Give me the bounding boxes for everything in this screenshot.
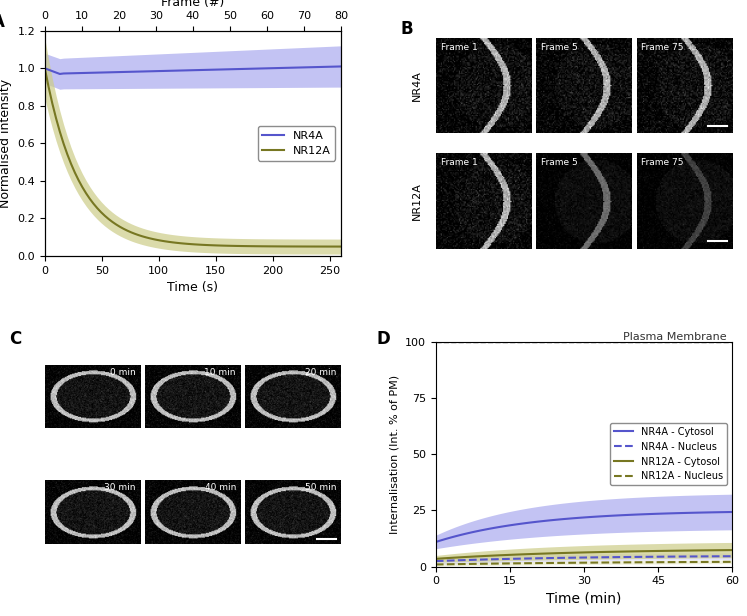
- Text: 40 min: 40 min: [205, 483, 236, 492]
- Text: D: D: [376, 330, 391, 348]
- Text: NR4A: NR4A: [412, 70, 422, 101]
- Text: Frame 5: Frame 5: [541, 158, 577, 167]
- Text: 0 min: 0 min: [110, 368, 136, 377]
- Text: Frame 75: Frame 75: [641, 43, 684, 52]
- Legend: NR4A, NR12A: NR4A, NR12A: [258, 126, 335, 161]
- Text: NR4A: NR4A: [49, 548, 81, 558]
- X-axis label: Time (min): Time (min): [546, 592, 622, 606]
- Y-axis label: Internalisation (Int. % of PM): Internalisation (Int. % of PM): [389, 375, 400, 533]
- Text: 20 min: 20 min: [305, 368, 336, 377]
- Text: A: A: [0, 13, 4, 31]
- Text: Plasma Membrane: Plasma Membrane: [622, 331, 726, 341]
- Text: 50 min: 50 min: [305, 483, 336, 492]
- Text: Frame 5: Frame 5: [541, 43, 577, 52]
- Text: Frame 1: Frame 1: [441, 43, 477, 52]
- X-axis label: Frame (#): Frame (#): [161, 0, 225, 9]
- Text: C: C: [9, 330, 22, 348]
- Y-axis label: Normalised intensity: Normalised intensity: [0, 79, 12, 208]
- Legend: NR4A - Cytosol, NR4A - Nucleus, NR12A - Cytosol, NR12A - Nucleus: NR4A - Cytosol, NR4A - Nucleus, NR12A - …: [610, 423, 727, 485]
- Text: NR12A: NR12A: [412, 182, 422, 220]
- X-axis label: Time (s): Time (s): [167, 282, 218, 294]
- Text: NR4A: NR4A: [49, 554, 83, 564]
- Text: 30 min: 30 min: [104, 483, 136, 492]
- Text: B: B: [400, 20, 413, 38]
- Text: Frame 1: Frame 1: [441, 158, 477, 167]
- Text: 10 min: 10 min: [205, 368, 236, 377]
- Text: Frame 75: Frame 75: [641, 158, 684, 167]
